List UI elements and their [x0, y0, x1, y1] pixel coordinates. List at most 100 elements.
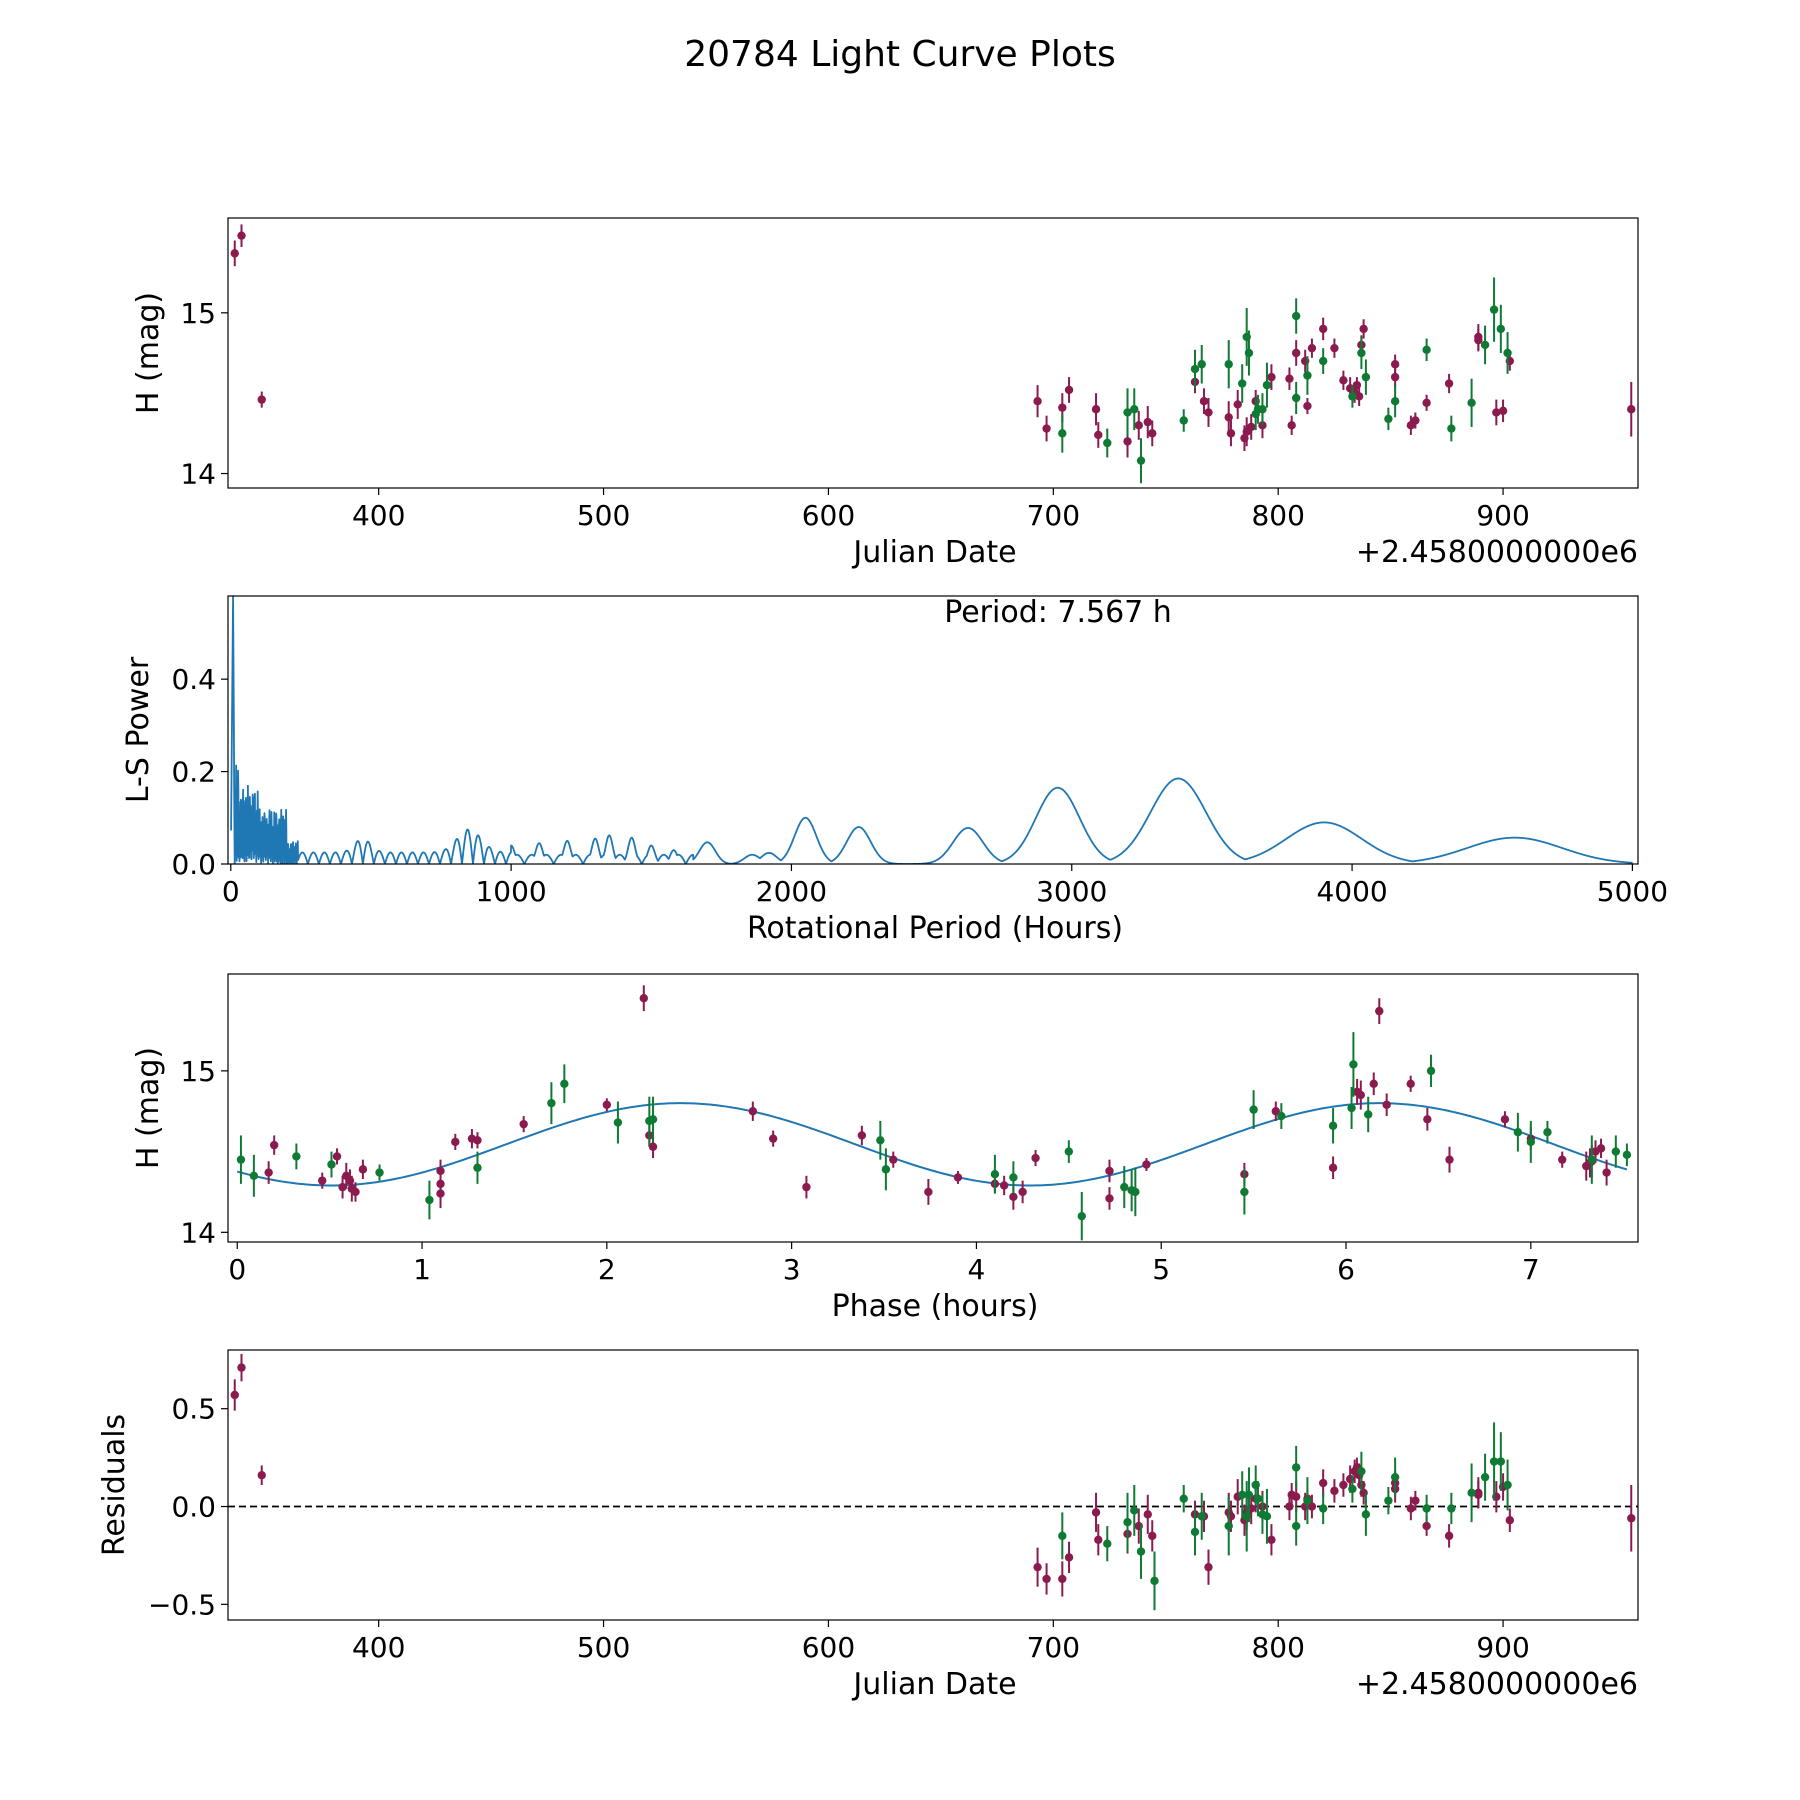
data-point: [602, 1100, 612, 1109]
data-point: [1224, 1521, 1233, 1531]
data-point: [560, 1079, 569, 1088]
data-point: [1363, 1110, 1373, 1119]
data-point: [1375, 1006, 1384, 1016]
data-point: [1291, 311, 1301, 321]
data-point: [1009, 1173, 1018, 1182]
x-axis-label: Julian Date: [851, 535, 1016, 570]
data-point: [1094, 430, 1103, 440]
data-point: [1422, 398, 1431, 408]
data-point: [1197, 360, 1206, 369]
data-point: [1361, 372, 1371, 382]
data-point: [1422, 1504, 1431, 1513]
y-tick-label: 15: [180, 1055, 216, 1088]
data-point: [1244, 348, 1254, 358]
plot-area: [230, 596, 1634, 864]
data-point: [257, 1471, 266, 1480]
data-point: [1558, 1155, 1567, 1164]
data-point: [1190, 1527, 1200, 1537]
data-point: [1357, 348, 1366, 358]
data-point: [230, 249, 239, 258]
data-point: [1262, 380, 1272, 390]
data-point: [1136, 1547, 1146, 1556]
x-tick-label: 800: [1251, 499, 1304, 532]
x-tick-label: 3000: [1036, 875, 1107, 908]
data-point: [1058, 1531, 1067, 1541]
data-point: [1291, 1492, 1301, 1501]
data-point: [1123, 437, 1132, 446]
figure-title: 20784 Light Curve Plots: [684, 34, 1116, 75]
data-point: [338, 1182, 347, 1192]
data-point: [1318, 1504, 1328, 1513]
data-point: [802, 1182, 811, 1192]
data-point: [1357, 1467, 1366, 1476]
data-point: [1390, 1472, 1400, 1482]
x-tick-label: 7: [1522, 1253, 1540, 1286]
x-tick-label: 4000: [1316, 875, 1387, 908]
data-point: [1204, 1562, 1213, 1572]
data-point: [1480, 340, 1490, 350]
data-point: [1347, 1103, 1356, 1113]
data-point: [332, 1152, 342, 1161]
data-point: [1077, 1211, 1086, 1221]
data-point: [1543, 1128, 1552, 1137]
data-point: [1267, 1535, 1276, 1544]
data-point: [237, 231, 246, 240]
data-point: [1303, 401, 1312, 411]
data-point: [1204, 408, 1213, 417]
data-point: [1356, 1090, 1366, 1100]
data-point: [1611, 1147, 1621, 1156]
data-point: [1444, 1531, 1454, 1541]
x-axis-label: Rotational Period (Hours): [747, 911, 1123, 946]
data-point: [1602, 1168, 1611, 1177]
data-point: [1328, 1163, 1338, 1172]
data-point: [1287, 421, 1296, 430]
data-point: [1447, 1504, 1456, 1513]
data-point: [1134, 421, 1143, 430]
data-point: [1498, 406, 1508, 416]
data-point: [1489, 1457, 1499, 1466]
data-point: [1303, 371, 1312, 380]
data-point: [1318, 356, 1328, 366]
data-point: [1318, 324, 1328, 334]
data-point: [1249, 1105, 1258, 1114]
x-tick-label: 400: [352, 499, 405, 532]
data-point: [1489, 305, 1499, 314]
data-point: [1058, 403, 1067, 412]
data-point: [1031, 1153, 1040, 1163]
data-point: [1526, 1137, 1536, 1147]
data-point: [1143, 417, 1152, 427]
data-point: [1503, 1480, 1512, 1490]
data-point: [1328, 1121, 1338, 1130]
data-point: [1142, 1160, 1151, 1169]
lightcurve-panel: 400 500 600 700 800 900 14 15 Julian Date H (mag)…: [131, 217, 1639, 570]
x-tick-label: 900: [1476, 1631, 1529, 1664]
data-point: [876, 1136, 885, 1145]
x-axis-label: Julian Date: [851, 1667, 1016, 1702]
data-point: [1123, 1517, 1132, 1527]
data-point: [1348, 392, 1357, 401]
x-tick-label: 1000: [475, 875, 546, 908]
data-point: [1303, 1496, 1312, 1505]
y-axis-label: H (mag): [131, 292, 166, 414]
data-point: [1042, 424, 1051, 433]
x-tick-label: 0: [222, 875, 240, 908]
data-point: [1339, 1480, 1348, 1490]
model-curve: [236, 1102, 1628, 1187]
data-point: [1262, 1512, 1272, 1521]
data-point: [990, 1169, 1000, 1179]
data-point: [1064, 1147, 1074, 1156]
data-point: [889, 1155, 898, 1164]
data-point: [1390, 372, 1400, 382]
x-tick-label: 2000: [756, 875, 827, 908]
periodogram-panel: 0 1000 2000 3000 4000 5000 0.0 0.2 0.4 Rotational…: [121, 595, 1668, 946]
data-point: [1179, 1494, 1188, 1503]
data-point: [473, 1163, 482, 1172]
data-point: [1058, 429, 1067, 438]
data-point: [1226, 429, 1236, 438]
x-tick-label: 800: [1251, 1631, 1304, 1664]
data-point: [1143, 1510, 1152, 1519]
data-point: [1587, 1155, 1597, 1164]
data-point: [1467, 398, 1476, 408]
data-point: [1253, 1494, 1263, 1503]
